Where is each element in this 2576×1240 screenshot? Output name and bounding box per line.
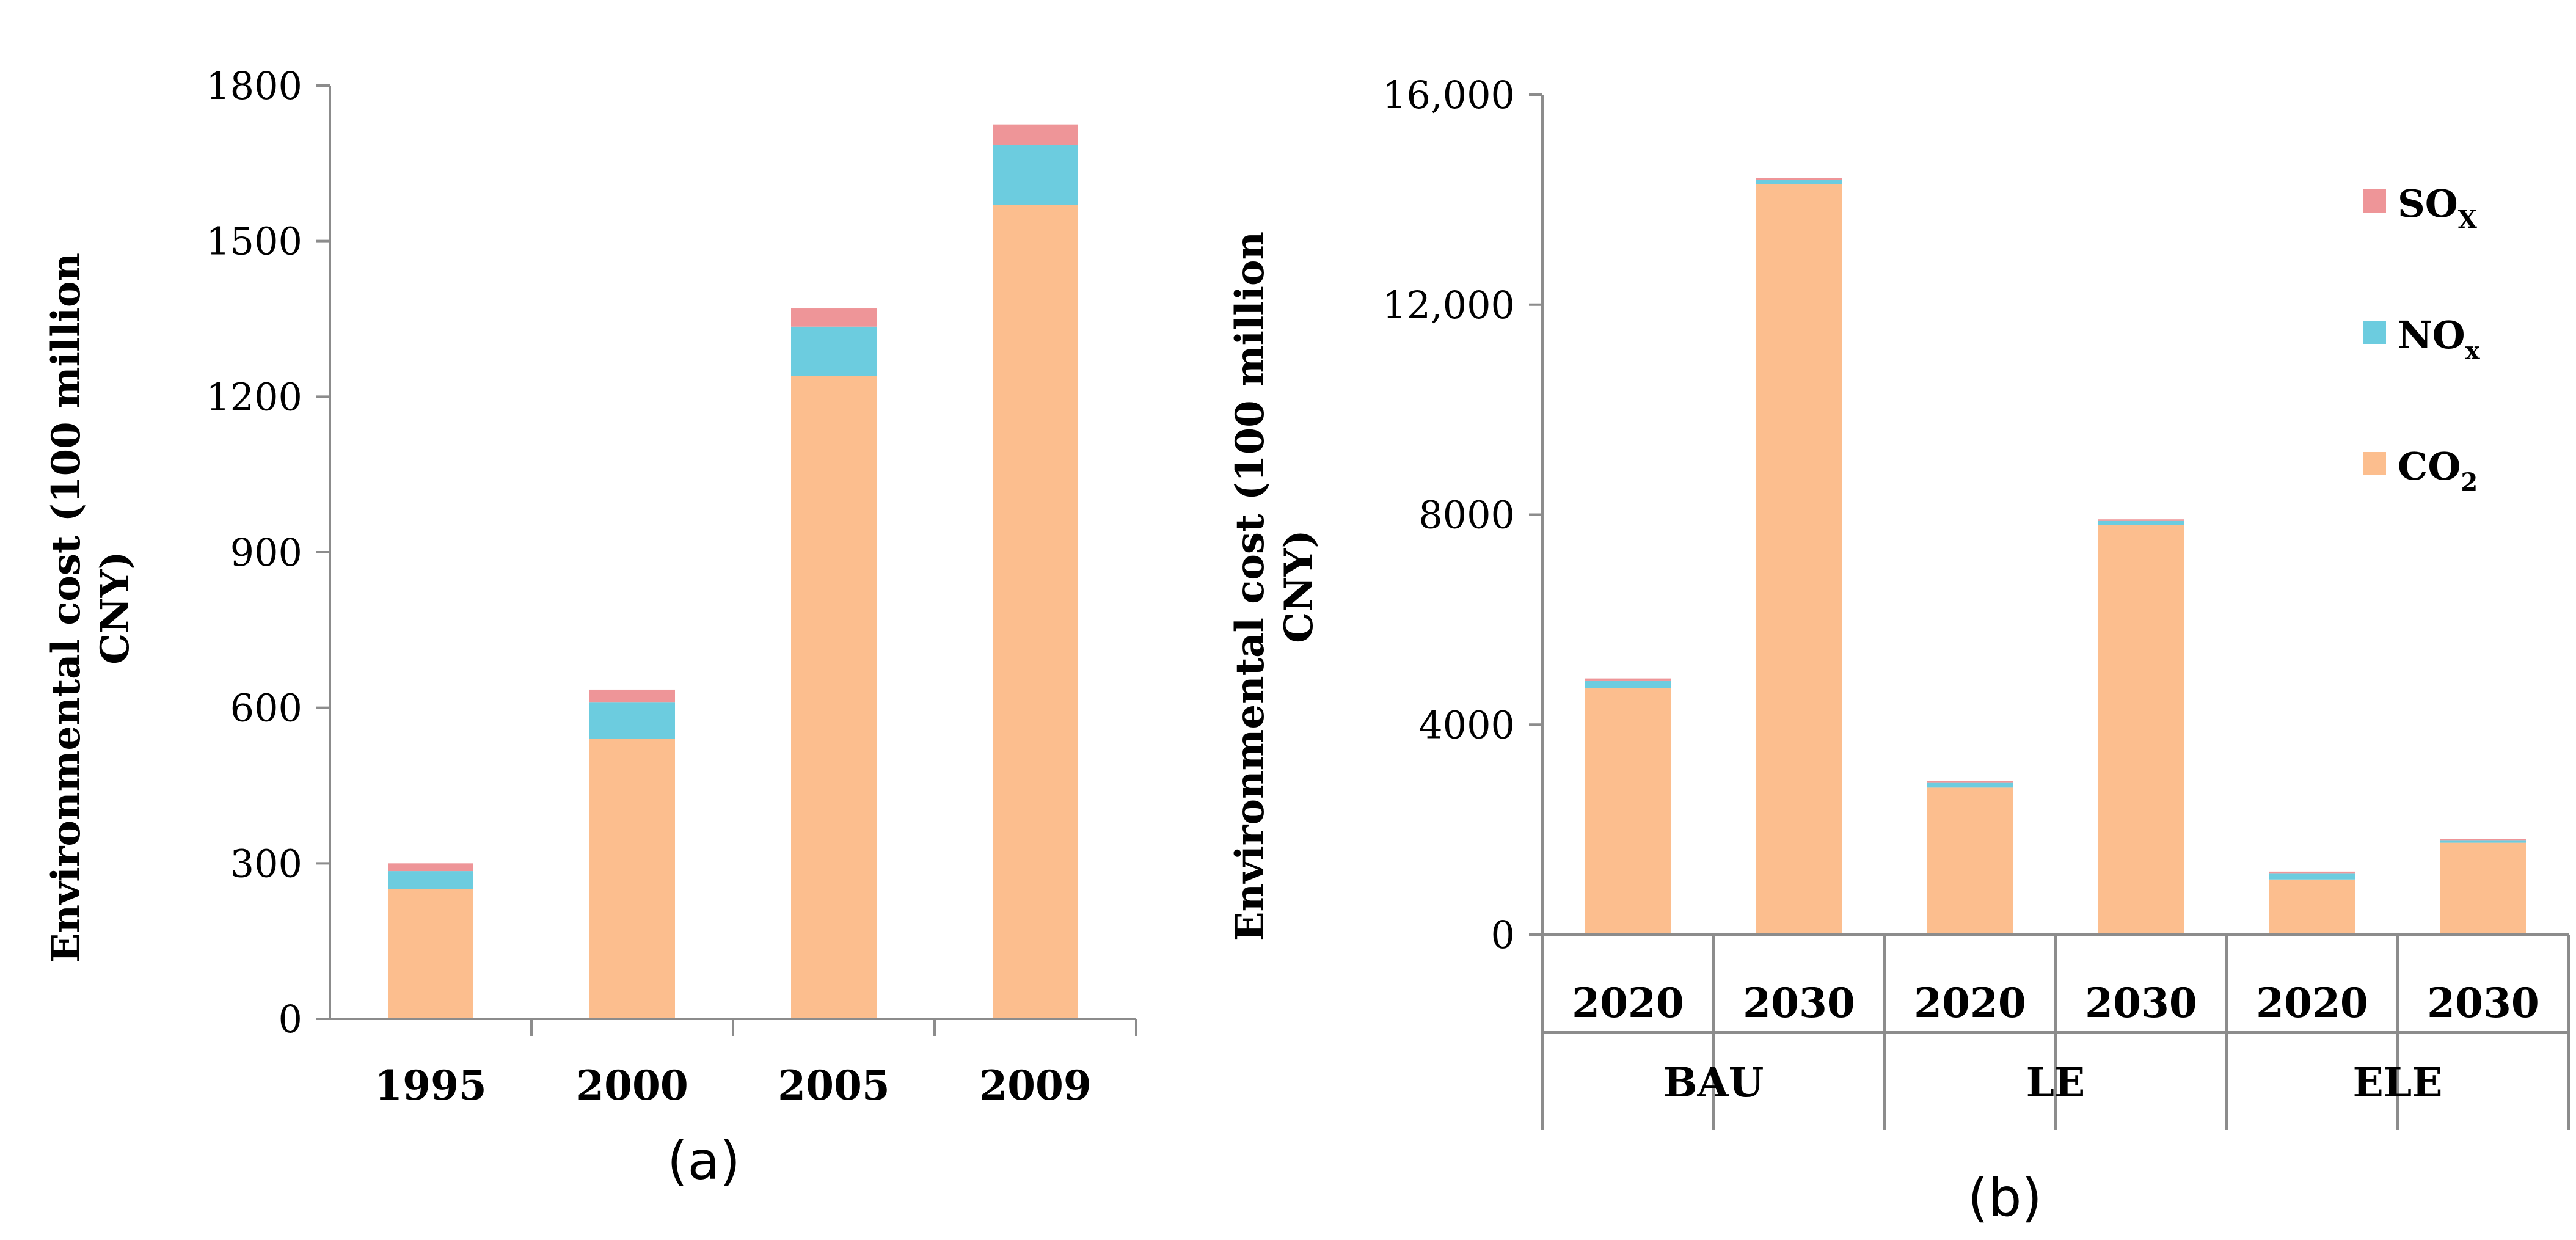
panel-a-x-label: 1995: [374, 1062, 487, 1109]
panel-b-bars: [1585, 178, 2526, 935]
legend-swatch: [2363, 189, 2386, 213]
panel-a-y-axis-label-line1: Environmental cost (100 million: [43, 253, 89, 963]
panel-b-bar-co2-2020: [1927, 787, 2013, 935]
panel-a-y-tick-label: 900: [230, 530, 302, 575]
panel-b-bar-sox-2020: [1927, 781, 2013, 783]
panel-b-y-axis-label-line1: Environmental cost (100 million: [1227, 232, 1273, 941]
panel-b-bar-nox-2020: [1927, 782, 2013, 788]
panel-b-bar-nox-2020: [1585, 680, 1671, 688]
panel-a-y-tick-label: 1500: [206, 219, 302, 264]
panel-a-caption: (a): [667, 1131, 740, 1192]
panel-b-y-tick-label: 4000: [1418, 702, 1515, 747]
panel-a-bar-sox-2005: [791, 308, 877, 327]
panel-b: Environmental cost (100 million CNY) 0 40…: [1227, 73, 2570, 1228]
panel-b-group-labels: BAU LE ELE: [1663, 1059, 2443, 1106]
panel-b-group-label: ELE: [2352, 1059, 2442, 1106]
panel-b-y-ticks: 0 4000 8000 12,000 16,000: [1382, 73, 1542, 957]
panel-a-x-label: 2000: [576, 1062, 688, 1109]
panel-b-y-tick-label: 8000: [1418, 493, 1515, 538]
panel-b-bar-sox-2030: [2440, 839, 2526, 841]
panel-a-x-ticks: [530, 1019, 1137, 1036]
panel-a-x-label: 2009: [979, 1062, 1092, 1109]
panel-b-y-tick-label: 12,000: [1382, 283, 1515, 327]
panel-b-y-tick-label: 0: [1491, 913, 1515, 957]
panel-b-group-label: LE: [2026, 1059, 2085, 1106]
legend-swatch: [2363, 321, 2386, 344]
panel-b-x-label: 2020: [1914, 979, 2026, 1027]
panel-b-bar-co2-2030: [2098, 525, 2184, 935]
panel-a-x-labels: 1995 2000 2005 2009: [374, 1062, 1092, 1109]
panel-b-x-label: 2030: [2427, 979, 2539, 1027]
panel-b-bar-nox-2030: [1756, 180, 1842, 184]
legend-swatch: [2363, 452, 2386, 475]
panel-a-y-tick-label: 600: [230, 686, 302, 731]
panel-b-bar-sox-2020: [1585, 678, 1671, 681]
legend-label: NOx: [2398, 313, 2481, 365]
panel-a-bar-sox-2000: [589, 689, 675, 703]
panel-b-x-label: 2030: [2085, 979, 2197, 1027]
panel-b-y-axis-label-line2: CNY): [1276, 530, 1322, 643]
panel-a-bar-nox-2009: [993, 145, 1078, 205]
panel-b-bar-nox-2030: [2098, 520, 2184, 525]
panel-a-y-axis-label-line2: CNY): [92, 551, 138, 664]
panel-b-bar-sox-2030: [1756, 178, 1842, 180]
panel-a-bar-nox-2005: [791, 326, 877, 376]
panel-a-bar-nox-1995: [388, 871, 473, 889]
panel-b-bar-co2-2030: [1756, 184, 1842, 935]
panel-a-bar-sox-1995: [388, 863, 473, 872]
panel-a-bar-nox-2000: [589, 702, 675, 739]
panel-b-bar-nox-2030: [2440, 840, 2526, 843]
panel-b-bar-co2-2020: [1585, 688, 1671, 935]
panel-a-bar-co2-2005: [791, 376, 877, 1019]
panel-b-x-label: 2030: [1743, 979, 1855, 1027]
panel-b-bar-sox-2020: [2269, 871, 2355, 874]
panel-b-x-labels: 2020 2030 2020 2030 2020 2030: [1572, 979, 2539, 1027]
panel-b-caption: (b): [1968, 1167, 2042, 1228]
panel-a-y-tick-label: 1200: [206, 374, 302, 419]
panel-b-x-label: 2020: [2256, 979, 2368, 1027]
panel-b-bar-co2-2020: [2269, 879, 2355, 935]
panel-b-x-label: 2020: [1572, 979, 1684, 1027]
panel-a-bars: [388, 124, 1078, 1019]
legend-label: SOX: [2398, 181, 2477, 234]
panel-a-y-ticks: 0 300 600 900 1200 1500 1800: [206, 64, 330, 1041]
panel-b-bar-nox-2020: [2269, 873, 2355, 880]
panel-a-y-tick-label: 300: [230, 841, 302, 886]
panel-a-bar-co2-2009: [993, 205, 1078, 1019]
panel-b-legend: SOX NOx CO2: [2363, 181, 2481, 497]
panel-a: Environmental cost (100 million CNY) 0 30…: [43, 64, 1137, 1192]
panel-a-bar-sox-2009: [993, 124, 1078, 145]
legend-label: CO2: [2398, 444, 2478, 497]
panel-b-bar-sox-2030: [2098, 519, 2184, 521]
panel-a-y-tick-label: 1800: [206, 64, 302, 108]
panel-a-y-tick-label: 0: [279, 997, 302, 1041]
panel-b-y-tick-label: 16,000: [1382, 73, 1515, 117]
panel-b-bar-co2-2030: [2440, 842, 2526, 935]
panel-a-bar-co2-1995: [388, 889, 473, 1019]
panel-a-bar-co2-2000: [589, 739, 675, 1019]
panel-b-group-label: BAU: [1663, 1059, 1764, 1106]
panel-b-x-ticks: [1541, 935, 2570, 1130]
panel-a-x-label: 2005: [778, 1062, 890, 1109]
